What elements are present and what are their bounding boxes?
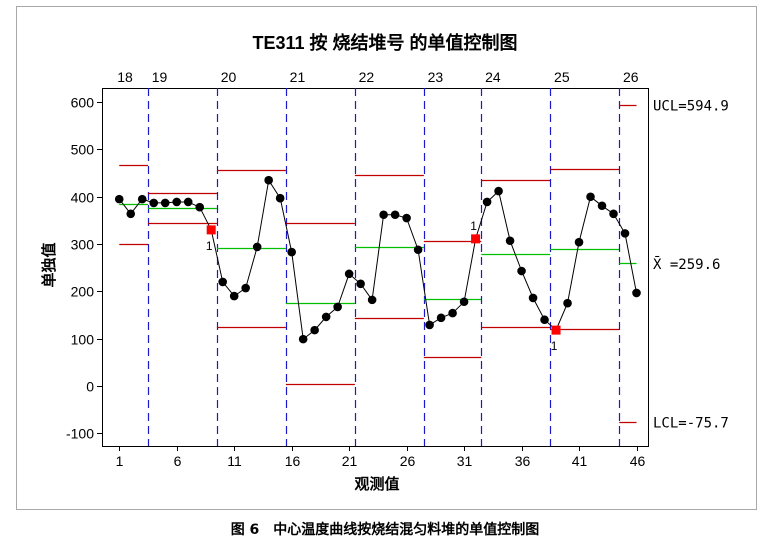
data-point — [425, 320, 434, 330]
data-point — [517, 266, 526, 276]
plot-border — [102, 88, 649, 447]
data-point — [586, 192, 595, 202]
data-point — [275, 193, 285, 203]
out-of-control-label: 1 — [470, 219, 477, 233]
data-point — [528, 293, 538, 303]
data-point — [632, 288, 641, 298]
data-point — [321, 312, 331, 322]
x-tick-label: 26 — [400, 453, 416, 469]
data-point — [114, 194, 124, 204]
data-point — [448, 308, 457, 318]
chart-title: TE311 按 烧结堆号 的单值控制图 — [252, 32, 517, 53]
data-point — [160, 198, 170, 208]
stage-label-22: 22 — [359, 69, 375, 85]
data-point — [436, 313, 446, 323]
x-tick-label: 16 — [285, 453, 301, 469]
data-point — [183, 197, 193, 207]
y-tick-label: 0 — [86, 379, 94, 395]
center-line-label: X̄ =259.6 — [653, 256, 720, 274]
x-tick-label: 6 — [174, 453, 182, 469]
data-point — [367, 295, 377, 305]
stage-label-21: 21 — [290, 69, 306, 85]
figure-caption: 图 6 中心温度曲线按烧结混匀料堆的单值控制图 — [230, 522, 540, 538]
data-point — [264, 175, 273, 185]
y-tick-label: 500 — [71, 142, 95, 158]
data-point — [620, 229, 630, 238]
data-point — [459, 297, 469, 307]
data-point — [390, 210, 400, 220]
data-point — [505, 236, 515, 246]
out-of-control-point — [206, 225, 216, 235]
data-point — [563, 298, 572, 308]
stage-label-26: 26 — [623, 69, 639, 85]
data-point — [609, 209, 618, 219]
x-tick-label: 21 — [342, 453, 358, 469]
stage-label-25: 25 — [554, 69, 570, 85]
data-point — [241, 283, 250, 293]
out-of-control-point — [471, 234, 481, 244]
data-point — [344, 269, 354, 279]
data-point — [597, 201, 607, 211]
data-point — [195, 202, 205, 212]
data-point — [379, 210, 388, 220]
out-of-control-point — [551, 325, 561, 335]
x-tick-label: 46 — [630, 453, 646, 469]
y-tick-label: -100 — [66, 426, 94, 442]
data-point — [229, 291, 239, 301]
chart-frame — [16, 6, 757, 510]
x-axis-label: 观测值 — [354, 475, 399, 493]
stage-label-20: 20 — [221, 69, 237, 85]
x-tick-label: 31 — [457, 453, 473, 469]
stage-label-19: 19 — [152, 69, 168, 85]
series-line — [118, 178, 637, 341]
data-point — [413, 245, 423, 255]
data-point — [356, 279, 365, 289]
data-point — [310, 325, 319, 335]
x-tick-label: 11 — [227, 453, 242, 469]
y-axis-label: 单独值 — [40, 242, 58, 287]
data-point — [482, 197, 492, 207]
y-tick-label: 300 — [71, 237, 95, 253]
y-tick-label: 400 — [71, 190, 95, 206]
y-tick-label: 600 — [71, 95, 95, 111]
stage-label-18: 18 — [117, 69, 133, 85]
lcl-label: LCL=-75.7 — [653, 416, 729, 432]
y-tick-label: 100 — [71, 332, 95, 348]
stage-label-23: 23 — [428, 69, 444, 85]
data-point — [126, 209, 136, 219]
ucl-label: UCL=594.9 — [653, 99, 729, 115]
out-of-control-label: 1 — [551, 339, 558, 353]
data-point — [252, 242, 262, 252]
data-point — [540, 315, 549, 325]
data-point — [287, 247, 296, 257]
data-point — [402, 213, 411, 223]
stage-label-24: 24 — [485, 69, 501, 85]
x-tick-label: 36 — [515, 453, 531, 469]
out-of-control-label: 1 — [206, 239, 213, 253]
data-point — [218, 277, 227, 287]
data-point — [149, 198, 159, 208]
data-point — [333, 302, 342, 312]
x-tick-label: 1 — [116, 453, 124, 469]
data-point — [172, 197, 182, 207]
data-point — [574, 237, 584, 247]
y-tick-label: 200 — [71, 284, 95, 300]
data-point — [298, 334, 308, 344]
data-point — [137, 194, 147, 204]
data-point — [494, 186, 503, 196]
x-tick-label: 41 — [572, 453, 588, 469]
